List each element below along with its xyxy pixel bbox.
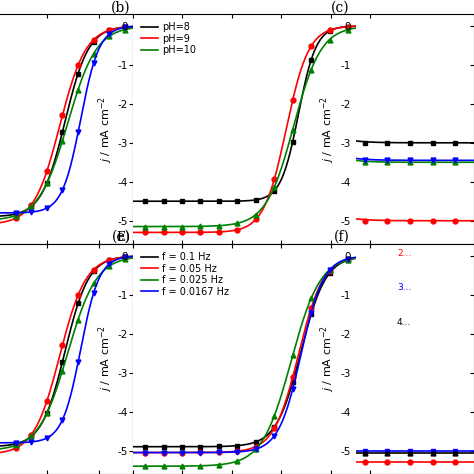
f = 0.025 Hz xyxy=(332,263,337,269)
pH=8 xyxy=(130,199,136,204)
Text: 2...: 2... xyxy=(397,249,411,258)
pH=8 xyxy=(353,23,358,29)
pH=10 xyxy=(332,33,337,38)
f = 0.025 Hz xyxy=(131,464,137,469)
pH=10 xyxy=(353,25,358,31)
f = 0.1 Hz xyxy=(130,444,136,449)
f = 0.1 Hz xyxy=(318,286,323,292)
f = 0.05 Hz xyxy=(266,433,272,439)
Y-axis label: $j$ / mA cm$^{-2}$: $j$ / mA cm$^{-2}$ xyxy=(319,326,337,392)
pH=10 xyxy=(130,224,136,229)
pH=10 xyxy=(131,224,137,229)
pH=9 xyxy=(266,192,272,198)
f = 0.025 Hz xyxy=(262,434,267,440)
Line: f = 0.025 Hz: f = 0.025 Hz xyxy=(133,258,356,466)
pH=8 xyxy=(318,36,323,42)
pH=8 xyxy=(332,26,337,32)
Y-axis label: $j$ / mA cm$^{-2}$: $j$ / mA cm$^{-2}$ xyxy=(319,96,337,163)
f = 0.05 Hz xyxy=(262,438,267,444)
f = 0.0167 Hz xyxy=(353,255,358,260)
f = 0.0167 Hz xyxy=(131,450,137,456)
f = 0.1 Hz xyxy=(266,430,272,436)
pH=10 xyxy=(262,202,267,208)
pH=9 xyxy=(332,26,337,31)
f = 0.0167 Hz xyxy=(263,442,268,447)
Text: (e): (e) xyxy=(111,230,130,244)
Line: pH=8: pH=8 xyxy=(133,26,356,201)
Line: f = 0.1 Hz: f = 0.1 Hz xyxy=(133,258,356,447)
pH=9 xyxy=(262,203,267,209)
pH=10 xyxy=(263,201,268,207)
f = 0.0167 Hz xyxy=(266,439,272,445)
pH=9 xyxy=(131,229,137,235)
Legend: f = 0.1 Hz, f = 0.05 Hz, f = 0.025 Hz, f = 0.0167 Hz: f = 0.1 Hz, f = 0.05 Hz, f = 0.025 Hz, f… xyxy=(140,251,230,298)
Text: E): E) xyxy=(116,231,130,244)
f = 0.025 Hz xyxy=(318,278,323,283)
pH=8 xyxy=(266,192,272,198)
f = 0.0167 Hz xyxy=(130,450,136,456)
f = 0.1 Hz xyxy=(131,444,137,449)
f = 0.1 Hz xyxy=(263,434,268,439)
pH=10 xyxy=(266,195,272,201)
f = 0.05 Hz xyxy=(130,450,136,456)
pH=8 xyxy=(263,194,268,200)
f = 0.0167 Hz xyxy=(318,283,323,288)
Text: (b): (b) xyxy=(111,0,130,14)
pH=9 xyxy=(263,201,268,207)
pH=9 xyxy=(130,229,136,235)
pH=8 xyxy=(262,195,267,201)
Line: f = 0.05 Hz: f = 0.05 Hz xyxy=(133,258,356,453)
f = 0.05 Hz xyxy=(318,282,323,287)
Legend: pH=8, pH=9, pH=10: pH=8, pH=9, pH=10 xyxy=(140,21,197,56)
pH=10 xyxy=(318,48,323,54)
Text: (f): (f) xyxy=(334,230,349,244)
f = 0.05 Hz xyxy=(131,450,137,456)
Line: f = 0.0167 Hz: f = 0.0167 Hz xyxy=(133,257,356,453)
f = 0.05 Hz xyxy=(263,437,268,443)
f = 0.05 Hz xyxy=(332,263,337,269)
Line: pH=10: pH=10 xyxy=(133,28,356,227)
Text: 4...: 4... xyxy=(397,318,411,327)
f = 0.0167 Hz xyxy=(332,263,337,268)
f = 0.1 Hz xyxy=(353,255,358,261)
f = 0.025 Hz xyxy=(266,426,272,431)
f = 0.025 Hz xyxy=(353,255,358,261)
f = 0.1 Hz xyxy=(262,434,267,440)
Line: pH=9: pH=9 xyxy=(133,27,356,232)
f = 0.025 Hz xyxy=(130,464,136,469)
f = 0.025 Hz xyxy=(263,433,268,438)
Text: (c): (c) xyxy=(331,0,349,14)
pH=9 xyxy=(353,24,358,29)
Y-axis label: $j$ / mA cm$^{-2}$: $j$ / mA cm$^{-2}$ xyxy=(96,326,115,392)
X-axis label: $E$ / V (vs. RHE): $E$ / V (vs. RHE) xyxy=(203,264,285,277)
f = 0.1 Hz xyxy=(332,265,337,271)
f = 0.0167 Hz xyxy=(262,442,267,448)
pH=9 xyxy=(318,32,323,38)
Y-axis label: $j$ / mA cm$^{-2}$: $j$ / mA cm$^{-2}$ xyxy=(96,96,115,163)
pH=8 xyxy=(131,199,137,204)
f = 0.05 Hz xyxy=(353,255,358,261)
Text: 3...: 3... xyxy=(397,283,411,292)
